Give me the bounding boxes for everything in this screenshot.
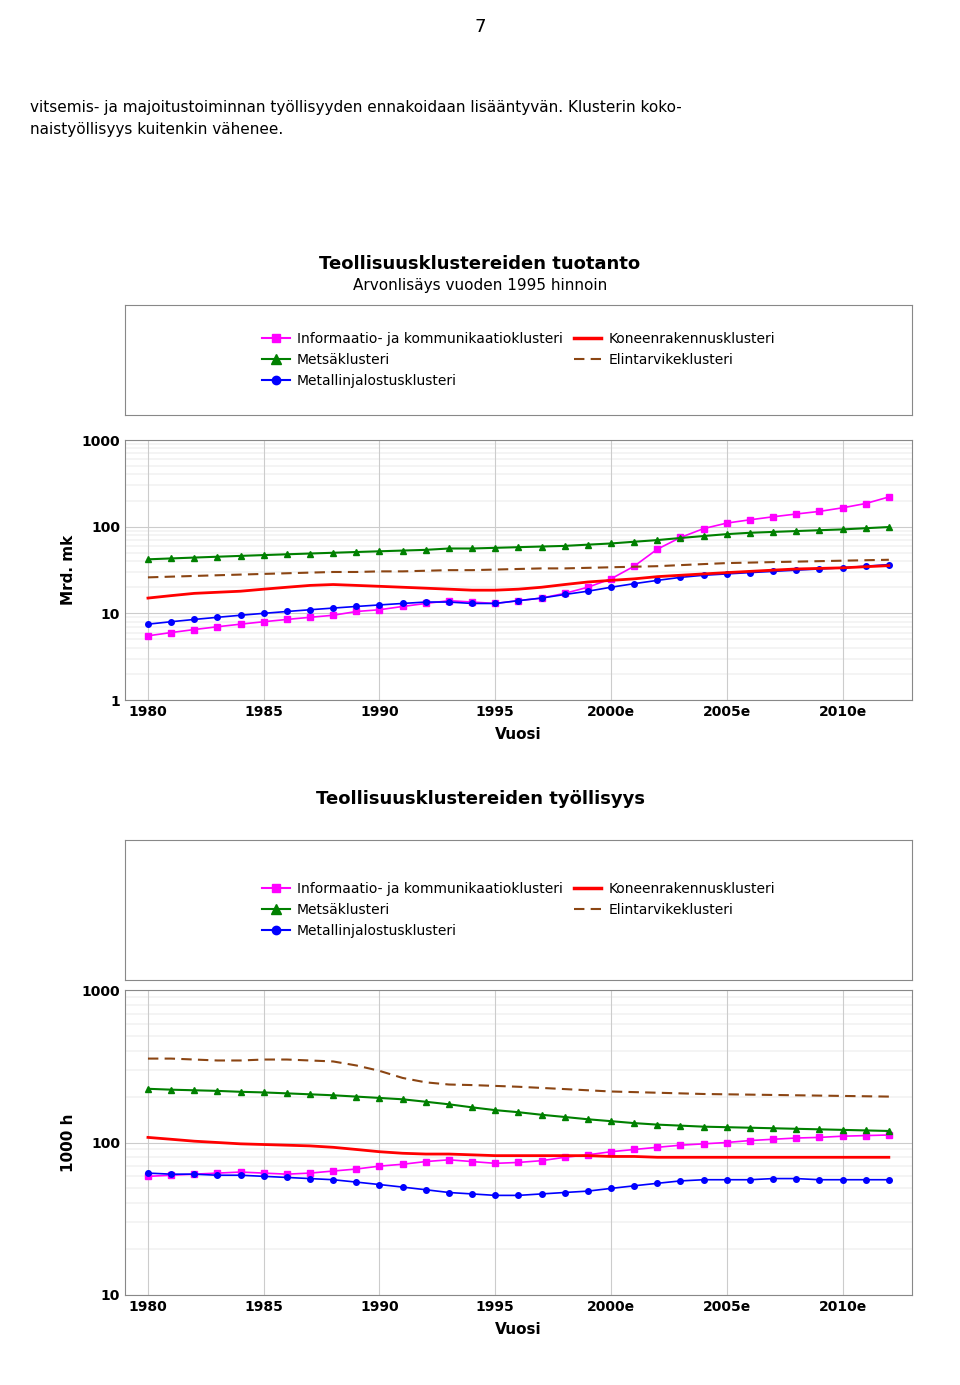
Legend: Informaatio- ja kommunikaatioklusteri, Metsäklusteri, Metallinjalostusklusteri, : Informaatio- ja kommunikaatioklusteri, M… bbox=[257, 878, 780, 942]
Text: Teollisuusklustereiden tuotanto: Teollisuusklustereiden tuotanto bbox=[320, 255, 640, 273]
Text: vitsemis- ja majoitustoiminnan työllisyyden ennakoidaan lisääntyvän. Klusterin k: vitsemis- ja majoitustoiminnan työllisyy… bbox=[30, 100, 682, 115]
Text: 7: 7 bbox=[474, 18, 486, 36]
Y-axis label: Mrd. mk: Mrd. mk bbox=[60, 535, 76, 605]
X-axis label: Vuosi: Vuosi bbox=[495, 1323, 541, 1337]
Text: Arvonlisäys vuoden 1995 hinnoin: Arvonlisäys vuoden 1995 hinnoin bbox=[353, 278, 607, 294]
Text: naistyöllisyys kuitenkin vähenee.: naistyöllisyys kuitenkin vähenee. bbox=[30, 122, 283, 137]
X-axis label: Vuosi: Vuosi bbox=[495, 727, 541, 742]
Legend: Informaatio- ja kommunikaatioklusteri, Metsäklusteri, Metallinjalostusklusteri, : Informaatio- ja kommunikaatioklusteri, M… bbox=[257, 328, 780, 392]
Text: Teollisuusklustereiden työllisyys: Teollisuusklustereiden työllisyys bbox=[316, 789, 644, 807]
Y-axis label: 1000 h: 1000 h bbox=[60, 1114, 76, 1172]
